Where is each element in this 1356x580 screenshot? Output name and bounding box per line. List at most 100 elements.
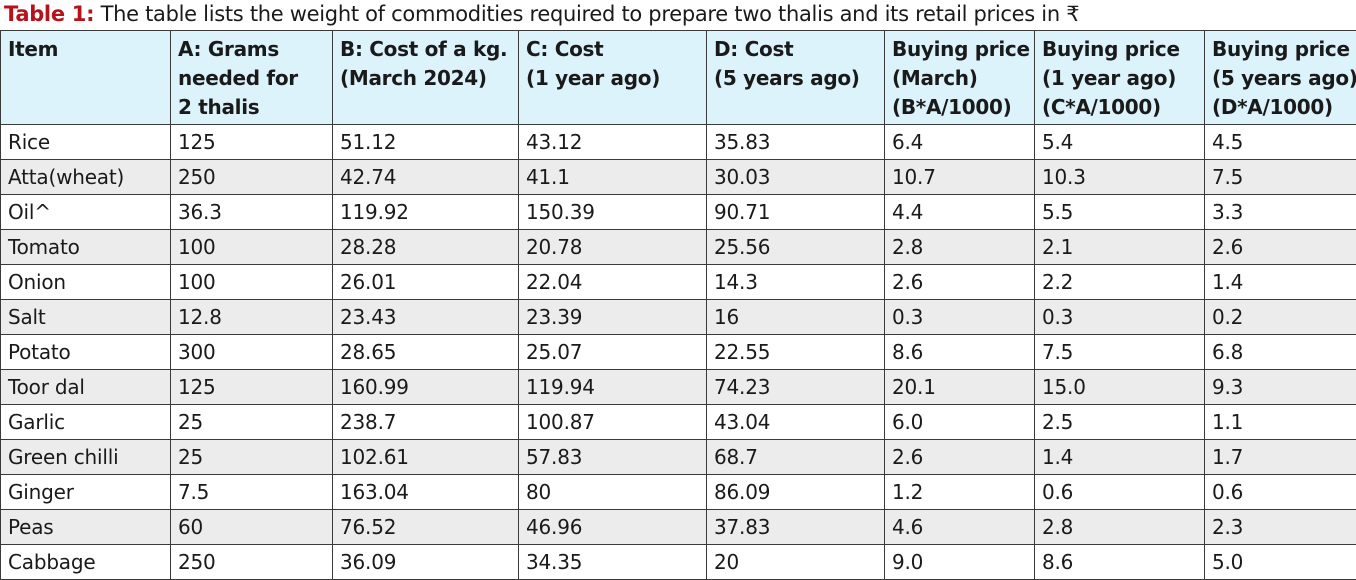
item-name-cell: Oil^ [1, 195, 171, 230]
value-cell: 250 [171, 160, 333, 195]
value-cell: 238.7 [333, 405, 519, 440]
value-cell: 160.99 [333, 370, 519, 405]
column-header-line: needed for [178, 64, 332, 93]
column-header: Buying price(5 years ago)(D*A/1000) [1205, 31, 1356, 125]
column-header-line: (5 years ago) [1212, 64, 1356, 93]
item-name-cell: Salt [1, 300, 171, 335]
value-cell: 9.3 [1205, 370, 1356, 405]
value-cell: 28.28 [333, 230, 519, 265]
column-header-line: (B*A/1000) [892, 93, 1034, 122]
item-name-cell: Rice [1, 125, 171, 160]
item-name-cell: Onion [1, 265, 171, 300]
value-cell: 5.5 [1035, 195, 1205, 230]
value-cell: 20.1 [885, 370, 1035, 405]
value-cell: 7.5 [1035, 335, 1205, 370]
value-cell: 60 [171, 510, 333, 545]
value-cell: 3.3 [1205, 195, 1356, 230]
column-header-line: (1 year ago) [1042, 64, 1204, 93]
value-cell: 300 [171, 335, 333, 370]
value-cell: 25 [171, 405, 333, 440]
value-cell: 25 [171, 440, 333, 475]
value-cell: 1.4 [1205, 265, 1356, 300]
value-cell: 102.61 [333, 440, 519, 475]
column-header-line: (1 year ago) [526, 64, 706, 93]
value-cell: 119.94 [519, 370, 707, 405]
value-cell: 20.78 [519, 230, 707, 265]
value-cell: 36.09 [333, 545, 519, 580]
column-header-line: 2 thalis [178, 93, 332, 122]
value-cell: 4.6 [885, 510, 1035, 545]
column-header-line: D: Cost [714, 35, 884, 64]
column-header-line: Buying price [1212, 35, 1356, 64]
value-cell: 0.6 [1035, 475, 1205, 510]
value-cell: 46.96 [519, 510, 707, 545]
value-cell: 2.6 [885, 440, 1035, 475]
column-header: Buying price(1 year ago)(C*A/1000) [1035, 31, 1205, 125]
item-name-cell: Green chilli [1, 440, 171, 475]
value-cell: 22.55 [707, 335, 885, 370]
value-cell: 6.0 [885, 405, 1035, 440]
value-cell: 6.4 [885, 125, 1035, 160]
item-name-cell: Atta(wheat) [1, 160, 171, 195]
value-cell: 6.8 [1205, 335, 1356, 370]
value-cell: 2.2 [1035, 265, 1205, 300]
value-cell: 25.56 [707, 230, 885, 265]
value-cell: 2.1 [1035, 230, 1205, 265]
item-name-cell: Ginger [1, 475, 171, 510]
column-header-line: (5 years ago) [714, 64, 884, 93]
value-cell: 250 [171, 545, 333, 580]
value-cell: 76.52 [333, 510, 519, 545]
column-header: D: Cost(5 years ago) [707, 31, 885, 125]
value-cell: 0.6 [1205, 475, 1356, 510]
value-cell: 9.0 [885, 545, 1035, 580]
value-cell: 4.4 [885, 195, 1035, 230]
value-cell: 16 [707, 300, 885, 335]
value-cell: 100 [171, 230, 333, 265]
value-cell: 125 [171, 125, 333, 160]
value-cell: 8.6 [1035, 545, 1205, 580]
column-header: Buying price(March)(B*A/1000) [885, 31, 1035, 125]
value-cell: 2.8 [1035, 510, 1205, 545]
value-cell: 36.3 [171, 195, 333, 230]
value-cell: 20 [707, 545, 885, 580]
item-name-cell: Potato [1, 335, 171, 370]
value-cell: 80 [519, 475, 707, 510]
value-cell: 10.7 [885, 160, 1035, 195]
value-cell: 7.5 [171, 475, 333, 510]
item-name-cell: Tomato [1, 230, 171, 265]
value-cell: 68.7 [707, 440, 885, 475]
value-cell: 2.5 [1035, 405, 1205, 440]
value-cell: 42.74 [333, 160, 519, 195]
value-cell: 25.07 [519, 335, 707, 370]
value-cell: 125 [171, 370, 333, 405]
item-name-cell: Toor dal [1, 370, 171, 405]
value-cell: 12.8 [171, 300, 333, 335]
value-cell: 43.12 [519, 125, 707, 160]
value-cell: 5.4 [1035, 125, 1205, 160]
value-cell: 4.5 [1205, 125, 1356, 160]
value-cell: 26.01 [333, 265, 519, 300]
value-cell: 10.3 [1035, 160, 1205, 195]
value-cell: 163.04 [333, 475, 519, 510]
value-cell: 119.92 [333, 195, 519, 230]
value-cell: 1.2 [885, 475, 1035, 510]
value-cell: 14.3 [707, 265, 885, 300]
item-name-cell: Cabbage [1, 545, 171, 580]
value-cell: 0.2 [1205, 300, 1356, 335]
value-cell: 7.5 [1205, 160, 1356, 195]
value-cell: 23.43 [333, 300, 519, 335]
column-header-line: Buying price [892, 35, 1034, 64]
